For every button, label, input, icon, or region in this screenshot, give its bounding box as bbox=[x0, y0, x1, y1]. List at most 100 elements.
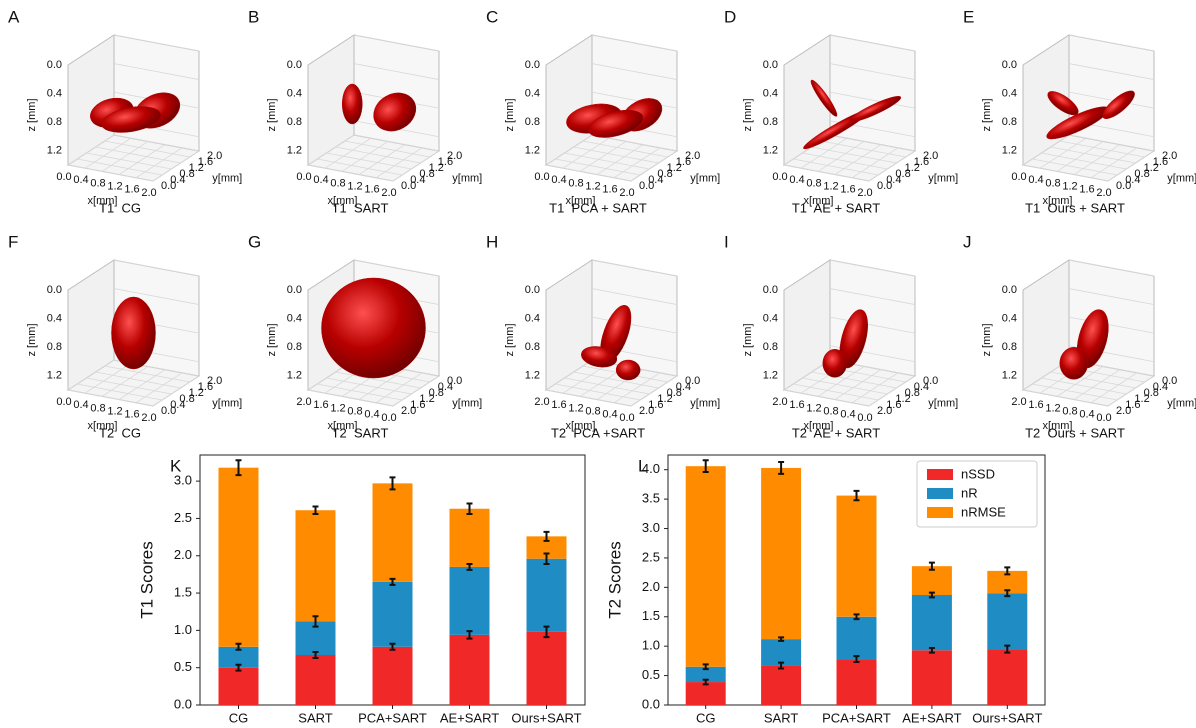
grid-line bbox=[1022, 164, 1109, 182]
error-bar bbox=[312, 505, 319, 515]
y-axis-label: T1 Scores bbox=[137, 541, 156, 618]
grid-line bbox=[811, 371, 897, 389]
x-tick-label: 0.0 bbox=[1096, 412, 1111, 424]
z-tick-label: 0.0 bbox=[1002, 284, 1017, 296]
bar-segment bbox=[761, 467, 802, 640]
x-tick-label: 0.4 bbox=[1079, 409, 1094, 421]
y-tick-label: 2.0 bbox=[877, 405, 892, 417]
z-tick-label: 0.0 bbox=[47, 59, 62, 71]
grid-line bbox=[353, 259, 440, 277]
y-tick-label: 1.2 bbox=[667, 162, 682, 174]
y-tick-label: 1.2 bbox=[429, 162, 444, 174]
grid-line bbox=[820, 140, 906, 158]
grid-line bbox=[1090, 147, 1138, 179]
x-tick-label: 2.0 bbox=[141, 187, 156, 199]
z-axis-label: z [mm] bbox=[742, 99, 754, 132]
bar-segment bbox=[836, 495, 877, 617]
z-tick-label: 0.8 bbox=[47, 116, 62, 128]
grid-line bbox=[817, 141, 865, 172]
error-bar bbox=[853, 613, 860, 621]
bar-segment bbox=[449, 634, 490, 705]
y-tick-label: 2.5 bbox=[174, 510, 192, 525]
grid-line bbox=[564, 152, 650, 170]
grid-line bbox=[630, 150, 678, 182]
x-axis-label: x[mm] bbox=[328, 195, 358, 207]
legend-label: nRMSE bbox=[961, 504, 1006, 519]
z-tick-label: 1.2 bbox=[525, 145, 540, 157]
y-tick-label: 4.0 bbox=[642, 461, 660, 476]
error-bar bbox=[235, 459, 242, 477]
y-axis-label: y[mm] bbox=[928, 397, 958, 409]
z-tick-label: 1.2 bbox=[47, 145, 62, 157]
bar-segment bbox=[218, 646, 259, 668]
y-tick-label: 1.2 bbox=[657, 393, 672, 405]
x-tick-label: CG bbox=[696, 710, 716, 725]
bar-segment bbox=[761, 639, 802, 666]
y-tick-label: 0.8 bbox=[895, 168, 910, 180]
grid-line bbox=[783, 164, 870, 182]
grid-line bbox=[829, 288, 916, 305]
grid-line bbox=[630, 375, 678, 407]
grid-line bbox=[613, 147, 661, 179]
y-tick-label: 1.2 bbox=[419, 393, 434, 405]
grid-line bbox=[834, 369, 882, 400]
grid-line bbox=[562, 362, 610, 394]
grid-line bbox=[591, 259, 678, 277]
panel-caption: T2 PCA +SART bbox=[551, 425, 645, 440]
error-bar bbox=[466, 562, 473, 571]
x-tick-label: 1.6 bbox=[1079, 184, 1094, 196]
z-tick-label: 1.2 bbox=[47, 370, 62, 382]
y-tick-label: 0.8 bbox=[429, 387, 444, 399]
y-axis-label: y[mm] bbox=[1167, 172, 1196, 184]
x-tick-label: 0.4 bbox=[73, 399, 88, 411]
legend-label: nSSD bbox=[961, 466, 995, 481]
panel-letter: D bbox=[724, 7, 736, 26]
z-tick-label: 0.4 bbox=[1002, 87, 1017, 99]
bar-segment bbox=[218, 467, 259, 647]
y-tick-label: 0.8 bbox=[905, 387, 920, 399]
panel-caption: T2 SART bbox=[332, 425, 389, 440]
y-tick-label: 0.0 bbox=[639, 180, 654, 192]
grid-line bbox=[1068, 91, 1155, 109]
z-tick-label: 0.4 bbox=[1002, 312, 1017, 324]
x-tick-label: PCA+SART bbox=[358, 710, 427, 725]
grid-line bbox=[326, 377, 412, 395]
z-tick-label: 0.4 bbox=[763, 312, 778, 324]
grid-line bbox=[591, 316, 678, 334]
z-tick-label: 0.8 bbox=[287, 116, 302, 128]
x-tick-label: 0.4 bbox=[1028, 174, 1043, 186]
legend-swatch bbox=[927, 488, 953, 499]
z-tick-label: 1.2 bbox=[287, 145, 302, 157]
x-tick-label: AE+SART bbox=[440, 710, 499, 725]
y-tick-label: 0.4 bbox=[170, 399, 185, 411]
bar-segment bbox=[449, 508, 490, 567]
surface-blob bbox=[1102, 90, 1135, 119]
legend-swatch bbox=[927, 507, 953, 518]
grid-line bbox=[1090, 372, 1138, 404]
grid-line bbox=[591, 91, 678, 109]
z-tick-label: 0.0 bbox=[525, 284, 540, 296]
surface-blob bbox=[111, 296, 156, 370]
grid-line bbox=[326, 152, 412, 170]
pane bbox=[1068, 34, 1155, 152]
error-bar bbox=[702, 663, 709, 671]
panel-caption: T1 AE + SART bbox=[792, 200, 880, 215]
x-tick-label: 0.8 bbox=[806, 177, 821, 189]
grid-line bbox=[344, 140, 430, 158]
x-tick-label: 0.0 bbox=[534, 171, 549, 183]
bar-segment bbox=[761, 665, 802, 705]
grid-line bbox=[67, 389, 154, 407]
panel-caption: T1 Ours + SART bbox=[1025, 200, 1125, 215]
panel-letter: F bbox=[8, 232, 18, 251]
x-tick-label: 1.6 bbox=[789, 399, 804, 411]
bar-segment bbox=[449, 566, 490, 635]
panel-letter: A bbox=[8, 7, 20, 26]
x-tick-label: Ours+SART bbox=[511, 710, 581, 725]
z-tick-label: 0.8 bbox=[1002, 341, 1017, 353]
error-bar bbox=[543, 530, 550, 542]
z-tick-label: 1.2 bbox=[763, 370, 778, 382]
error-bar bbox=[853, 655, 860, 664]
grid-line bbox=[868, 375, 916, 407]
grid-line bbox=[101, 366, 149, 397]
x-tick-label: 0.8 bbox=[823, 406, 838, 418]
